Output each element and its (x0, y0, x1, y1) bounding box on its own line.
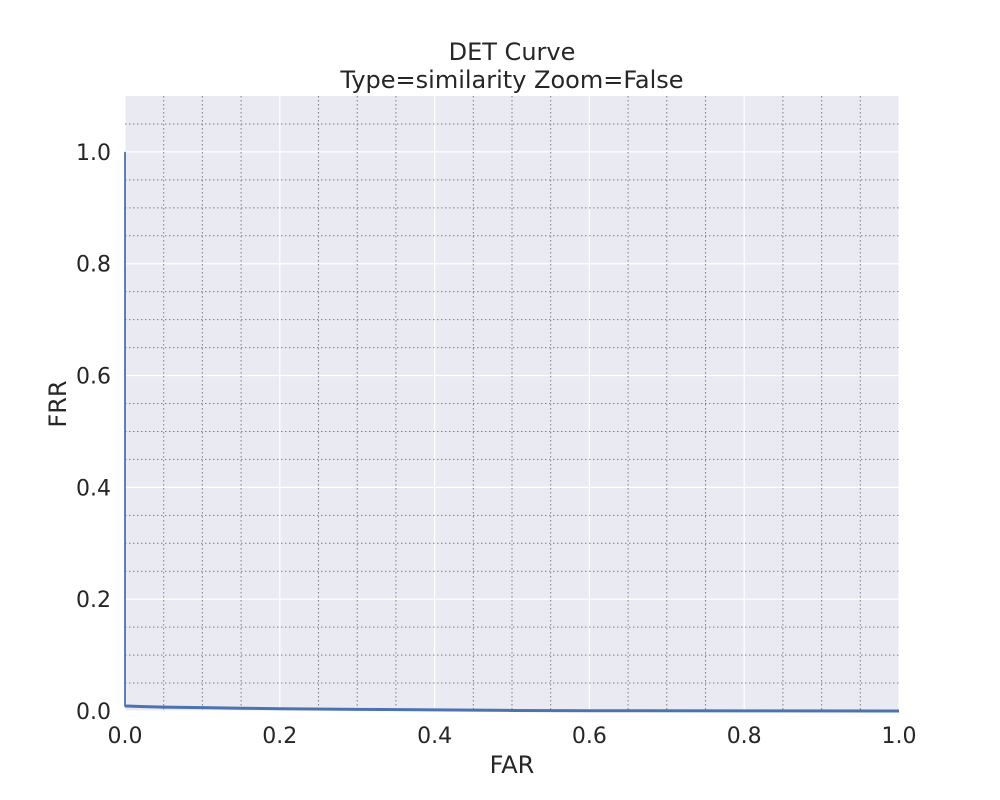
x-tick-label: 1.0 (882, 724, 917, 749)
y-tick-labels: 0.0 0.2 0.4 0.6 0.8 1.0 (76, 141, 111, 725)
x-tick-labels: 0.0 0.2 0.4 0.6 0.8 1.0 (108, 724, 917, 749)
major-gridlines (124, 96, 900, 712)
y-tick-label: 0.2 (76, 588, 111, 613)
x-tick-label: 0.6 (572, 724, 607, 749)
chart-subtitle: Type=similarity Zoom=False (339, 66, 683, 94)
y-tick-label: 1.0 (76, 141, 111, 166)
y-tick-label: 0.0 (76, 700, 111, 725)
y-tick-label: 0.6 (76, 365, 111, 390)
x-tick-label: 0.4 (417, 724, 452, 749)
y-axis-label: FRR (44, 380, 72, 427)
y-tick-label: 0.4 (76, 476, 111, 501)
det-series-line-low (124, 704, 900, 713)
x-tick-label: 0.0 (108, 724, 143, 749)
x-tick-label: 0.2 (262, 724, 297, 749)
y-tick-label: 0.8 (76, 253, 111, 278)
x-axis-label: FAR (490, 751, 535, 779)
series-layer (124, 151, 900, 713)
chart-title: DET Curve (449, 38, 576, 66)
x-tick-label: 0.8 (727, 724, 762, 749)
minor-gridlines (125, 96, 899, 711)
